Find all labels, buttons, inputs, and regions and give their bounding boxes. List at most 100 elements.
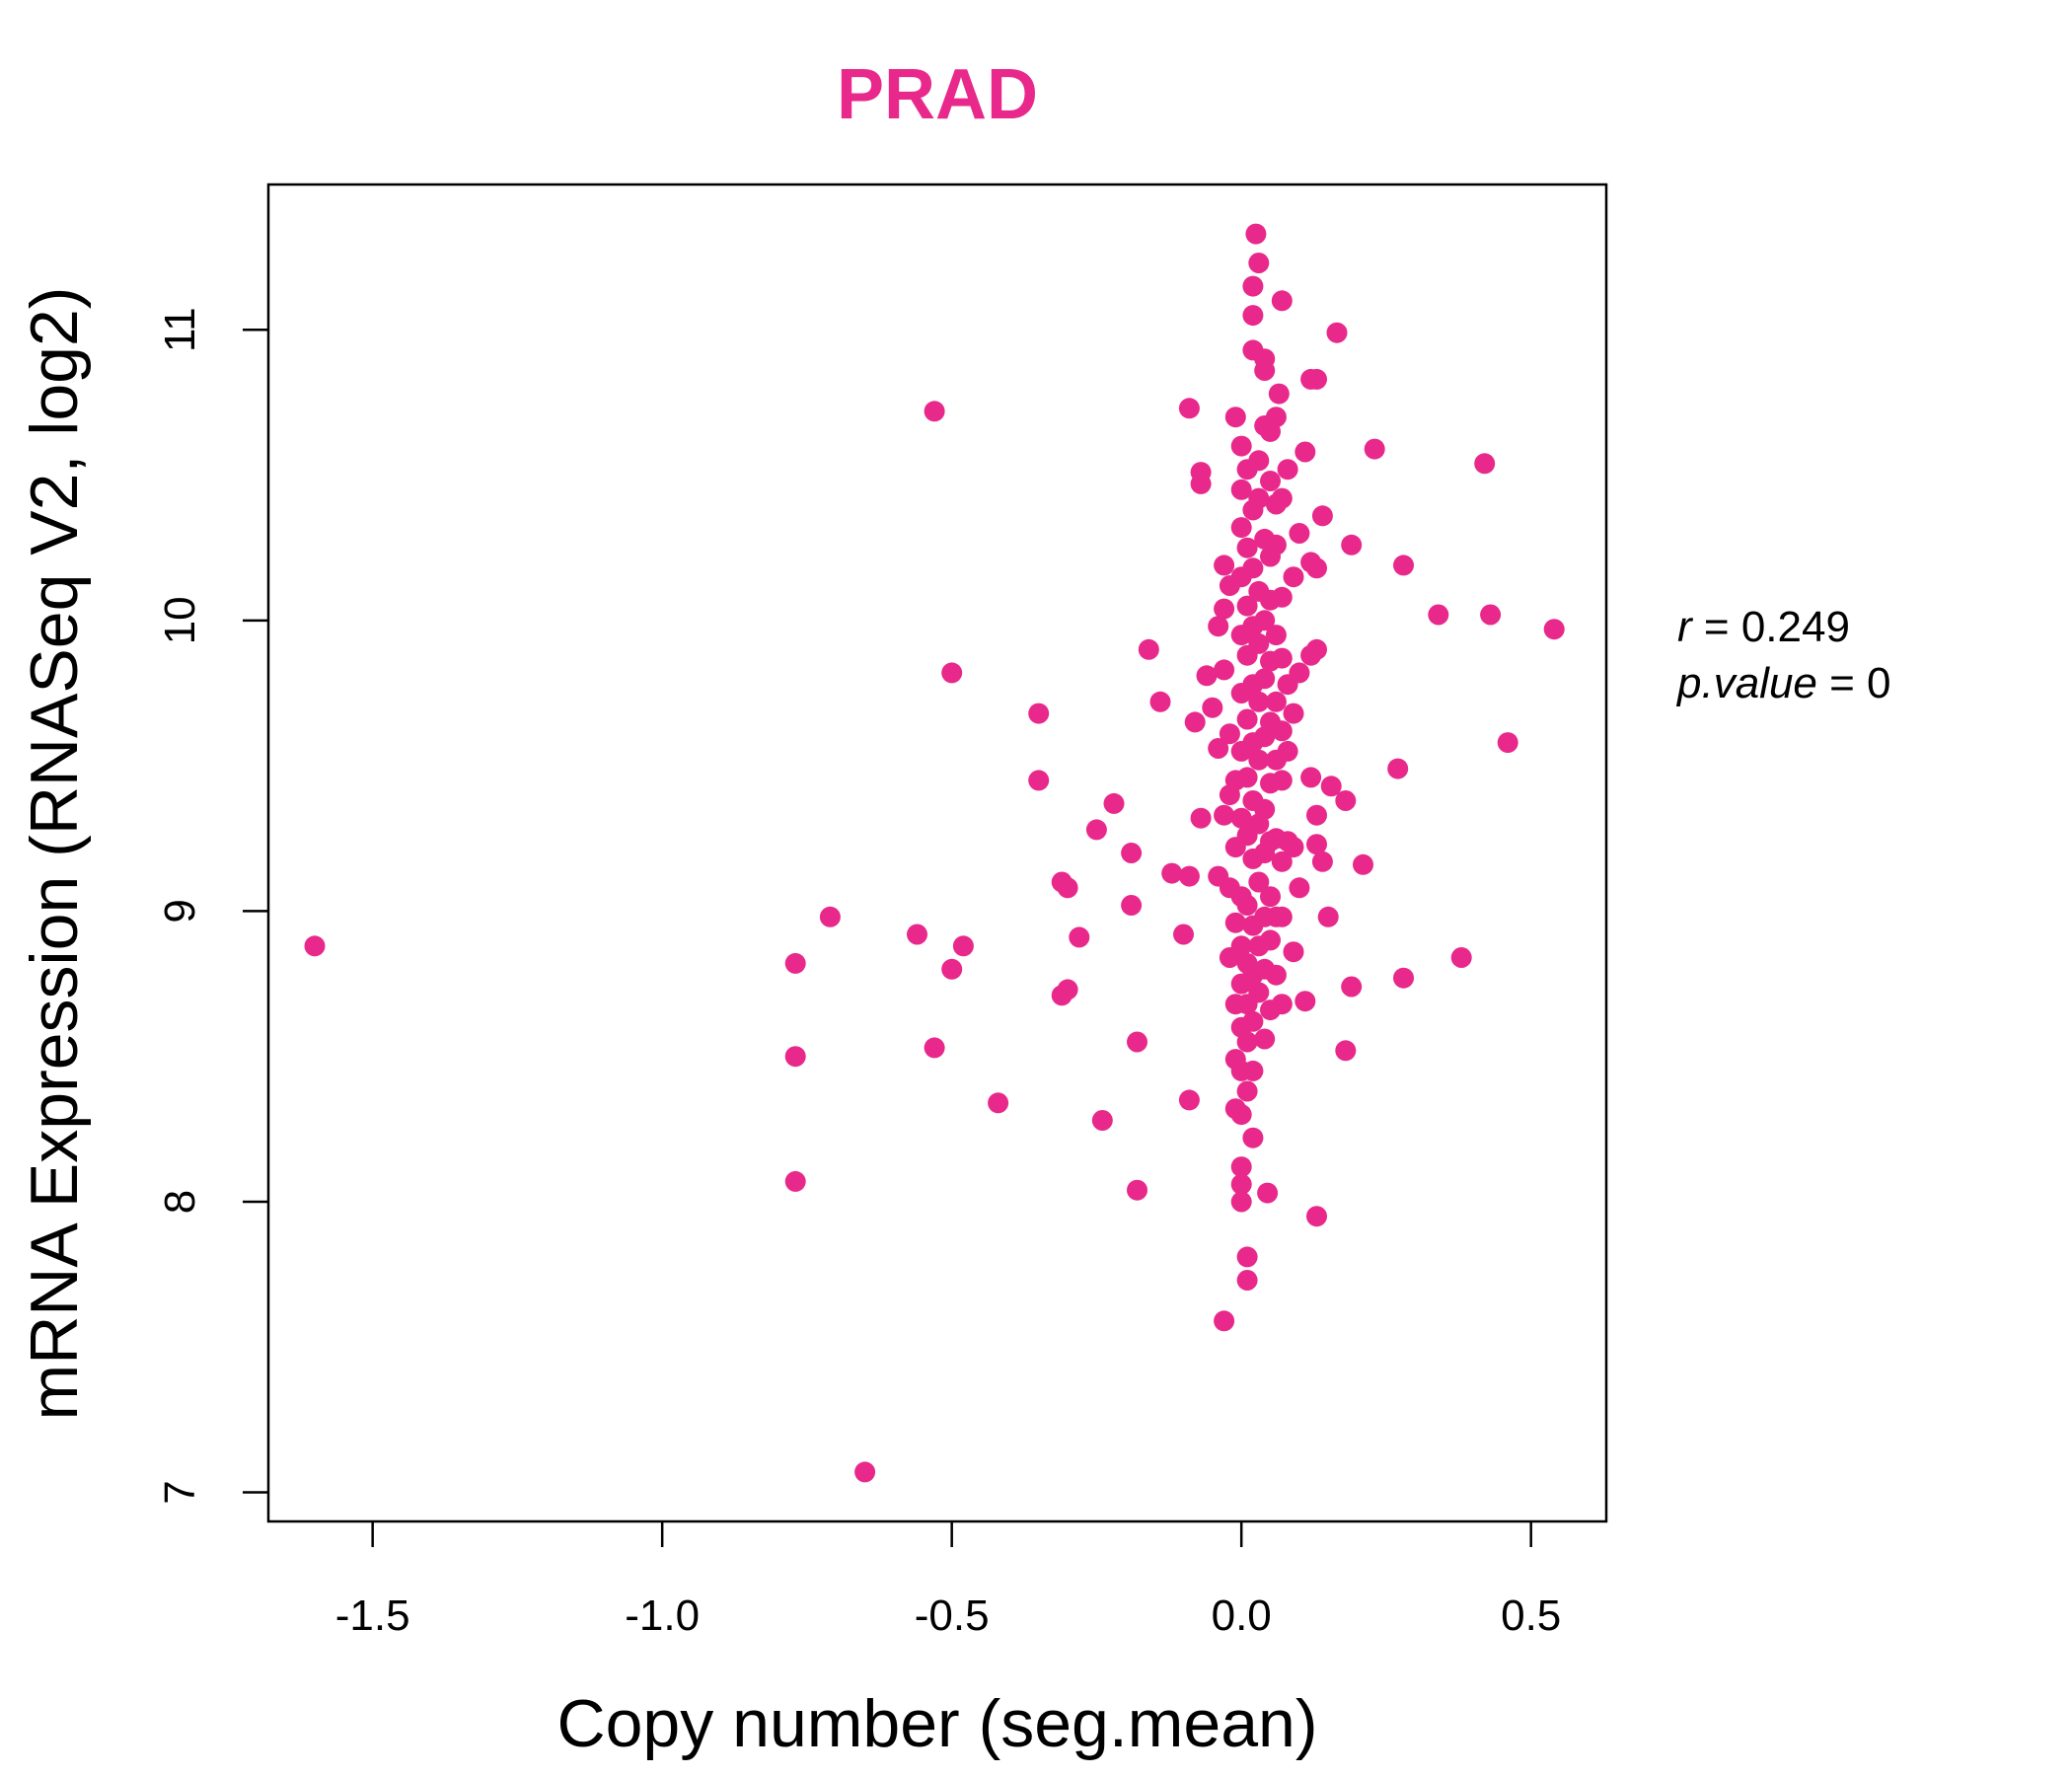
data-point-191: [1341, 534, 1363, 555]
data-point-2: [784, 952, 806, 974]
data-point-196: [1393, 555, 1414, 576]
data-point-200: [1474, 453, 1496, 475]
data-point-26: [1127, 1179, 1147, 1201]
data-point-91: [1242, 275, 1264, 297]
data-point-140: [1260, 929, 1281, 951]
data-point-157: [1271, 770, 1293, 791]
data-point-25: [1127, 1031, 1147, 1053]
data-point-179: [1306, 557, 1327, 579]
data-point-90: [1236, 1270, 1258, 1291]
data-point-18: [1051, 985, 1073, 1006]
r-label: r: [1677, 603, 1694, 651]
data-point-7: [924, 401, 945, 422]
data-point-167: [1283, 837, 1304, 858]
data-point-163: [1277, 740, 1298, 762]
data-point-129: [1254, 1028, 1276, 1050]
data-point-104: [1242, 1060, 1264, 1081]
data-point-113: [1248, 749, 1270, 771]
data-point-142: [1265, 407, 1287, 428]
data-point-170: [1289, 662, 1310, 684]
data-point-19: [1069, 926, 1090, 948]
data-point-180: [1306, 638, 1327, 660]
data-point-173: [1295, 991, 1316, 1012]
data-point-103: [1242, 1010, 1264, 1032]
data-point-145: [1265, 625, 1287, 646]
data-point-184: [1311, 505, 1333, 527]
x-axis: -1.5 -1.0 -0.5 0.0 0.5: [335, 1521, 1561, 1640]
data-point-69: [1230, 935, 1252, 957]
data-point-67: [1230, 807, 1252, 829]
data-point-177: [1300, 767, 1322, 788]
data-point-13: [1028, 703, 1050, 724]
data-point-60: [1230, 435, 1252, 457]
data-point-193: [1353, 853, 1373, 875]
y-axis: 7 8 9 10 11: [156, 307, 268, 1505]
data-point-31: [1178, 865, 1200, 887]
data-point-23: [1121, 843, 1143, 863]
data-point-158: [1271, 851, 1293, 872]
data-point-112: [1248, 691, 1270, 712]
data-point-28: [1149, 691, 1171, 712]
data-point-106: [1245, 223, 1267, 245]
data-point-189: [1335, 790, 1357, 811]
p-value: 0: [1867, 659, 1890, 707]
data-point-168: [1283, 941, 1304, 963]
pvalue-annotation: p.value = 0: [1675, 659, 1891, 707]
data-point-76: [1230, 1191, 1252, 1213]
data-point-4: [784, 1170, 806, 1192]
data-point-160: [1271, 994, 1293, 1015]
data-points: [304, 223, 1565, 1483]
data-point-139: [1260, 886, 1281, 908]
data-point-36: [1190, 473, 1212, 494]
data-point-62: [1230, 517, 1252, 539]
data-point-105: [1242, 1127, 1264, 1148]
data-point-125: [1254, 798, 1276, 820]
data-point-87: [1236, 1031, 1258, 1053]
data-point-30: [1173, 924, 1194, 945]
data-point-14: [1028, 770, 1050, 791]
y-tick-label-1: 8: [156, 1190, 204, 1214]
data-point-155: [1271, 647, 1293, 669]
data-point-198: [1428, 604, 1449, 626]
data-point-182: [1306, 834, 1327, 855]
data-point-202: [1497, 732, 1518, 754]
data-point-22: [1103, 792, 1125, 814]
p-label: p.value: [1675, 659, 1817, 707]
data-point-47: [1214, 1310, 1235, 1332]
data-point-195: [1387, 758, 1409, 779]
data-point-152: [1271, 290, 1293, 312]
data-point-1: [854, 1461, 876, 1483]
correlation-annotation: r = 0.249: [1677, 603, 1850, 651]
chart-title: PRAD: [837, 55, 1038, 134]
y-tick-label-2: 9: [156, 899, 204, 923]
data-point-111: [1248, 632, 1270, 654]
y-tick-label-4: 11: [156, 307, 204, 352]
y-tick-label-3: 10: [156, 596, 204, 644]
data-point-183: [1306, 1206, 1327, 1227]
data-point-150: [1265, 964, 1287, 986]
data-point-132: [1260, 471, 1281, 491]
data-point-33: [1178, 398, 1200, 419]
data-point-12: [988, 1092, 1009, 1114]
data-point-122: [1254, 610, 1276, 631]
data-point-38: [1196, 665, 1218, 687]
data-point-119: [1254, 360, 1276, 381]
data-point-79: [1236, 595, 1258, 617]
data-point-123: [1254, 668, 1276, 690]
data-point-117: [1248, 982, 1270, 1003]
x-tick-label-1: -1.0: [625, 1591, 700, 1640]
y-axis-label: mRNA Expression (RNASeq V2, log2): [17, 287, 92, 1421]
data-point-37: [1190, 807, 1212, 829]
plot-frame: [266, 183, 1608, 1523]
r-value: 0.249: [1741, 603, 1850, 651]
data-point-201: [1480, 604, 1502, 626]
data-point-75: [1230, 1173, 1252, 1195]
data-point-203: [1543, 619, 1565, 640]
data-point-199: [1450, 947, 1472, 968]
data-point-154: [1271, 586, 1293, 608]
r-equals: =: [1704, 603, 1741, 651]
data-point-194: [1364, 438, 1385, 460]
data-point-6: [907, 924, 927, 945]
data-point-166: [1283, 703, 1304, 724]
